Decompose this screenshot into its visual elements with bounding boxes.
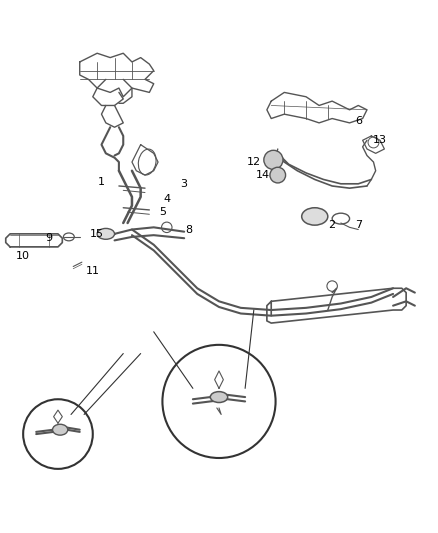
Ellipse shape <box>302 208 328 225</box>
Ellipse shape <box>97 229 115 239</box>
Ellipse shape <box>53 424 68 435</box>
Ellipse shape <box>210 392 228 402</box>
Text: 10: 10 <box>16 251 30 261</box>
Text: 1: 1 <box>98 176 105 187</box>
Text: 13: 13 <box>373 135 387 146</box>
Text: 15: 15 <box>90 229 104 239</box>
Text: 3: 3 <box>181 179 187 189</box>
Text: 9: 9 <box>46 233 53 243</box>
Text: 12: 12 <box>247 157 261 167</box>
Circle shape <box>264 150 283 169</box>
Text: 6: 6 <box>355 116 362 126</box>
Text: 14: 14 <box>255 170 269 180</box>
Text: 7: 7 <box>355 220 362 230</box>
Text: 8: 8 <box>185 224 192 235</box>
Text: 2: 2 <box>328 220 336 230</box>
Circle shape <box>270 167 286 183</box>
Text: 5: 5 <box>159 207 166 217</box>
Text: 11: 11 <box>86 266 100 276</box>
Text: 4: 4 <box>163 194 170 204</box>
